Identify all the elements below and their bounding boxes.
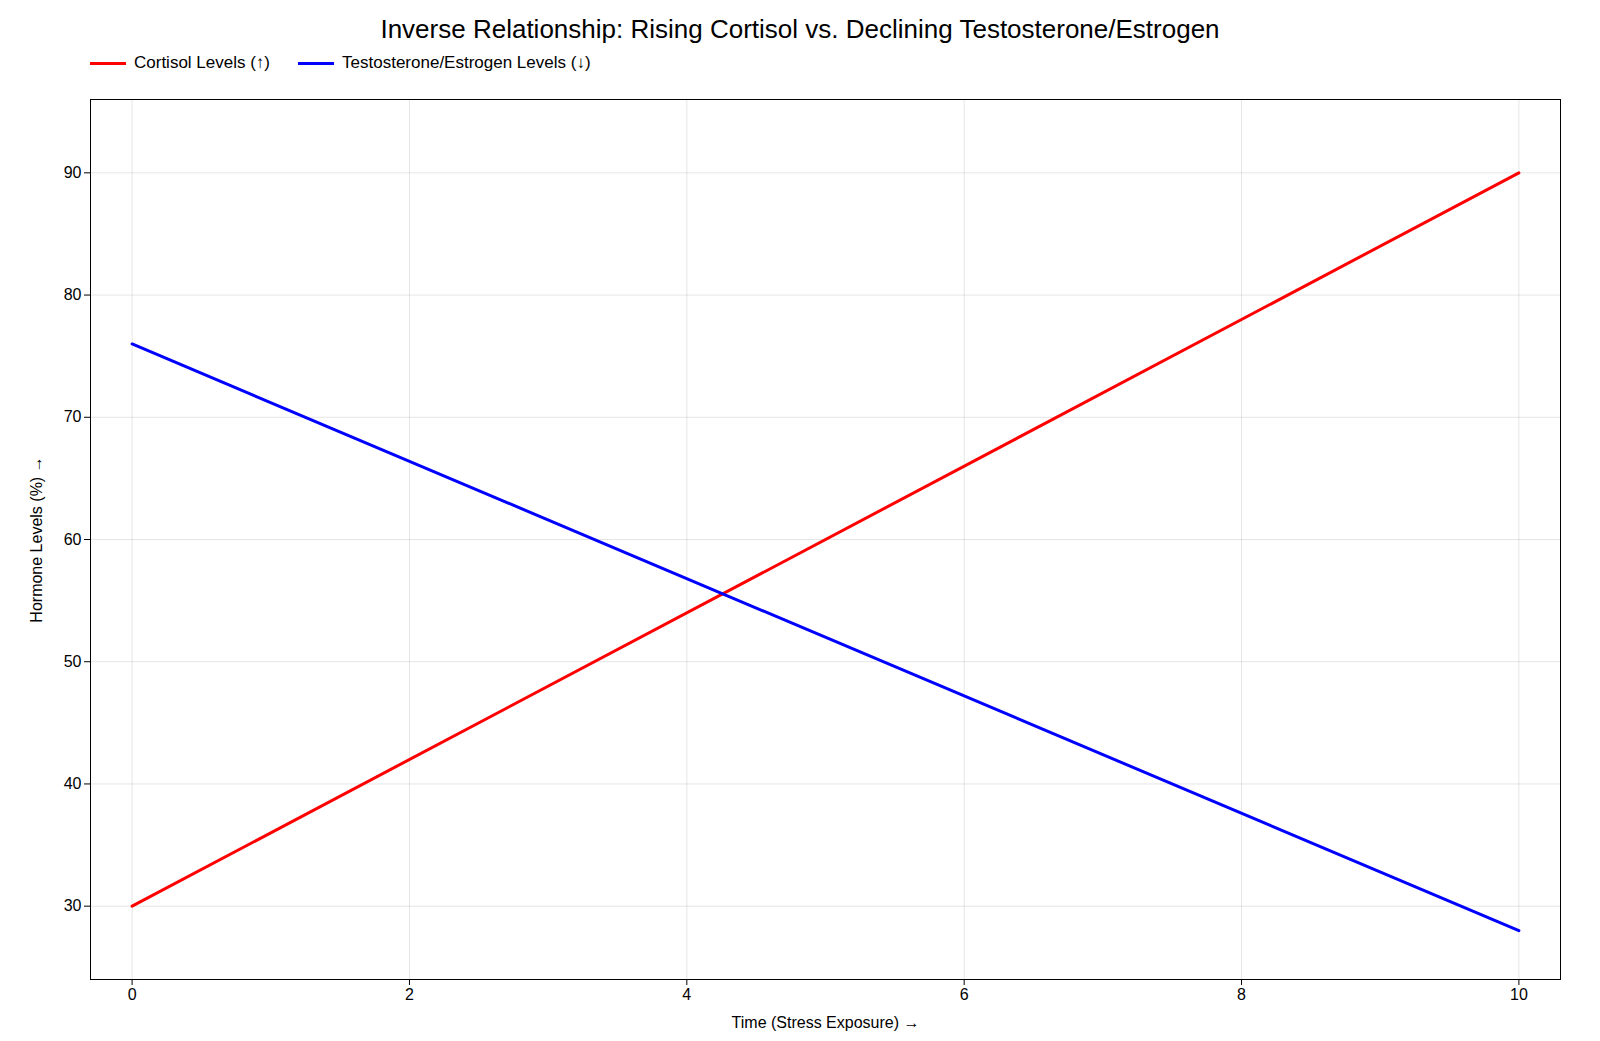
svg-text:Time (Stress Exposure) →: Time (Stress Exposure) → — [732, 1014, 920, 1031]
svg-text:2: 2 — [405, 986, 414, 1003]
html-text:Inverse Relationship: Rising C: Inverse Relationship: Rising Cortisol vs… — [380, 14, 1220, 44]
svg-text:4: 4 — [682, 986, 691, 1003]
svg-text:Hormone Levels (%) →: Hormone Levels (%) → — [28, 456, 45, 622]
svg-text:50: 50 — [64, 653, 82, 670]
svg-text:8: 8 — [1237, 986, 1246, 1003]
svg-text:30: 30 — [64, 897, 82, 914]
svg-text:0: 0 — [128, 986, 137, 1003]
svg-text:80: 80 — [64, 286, 82, 303]
svg-text:10: 10 — [1510, 986, 1528, 1003]
svg-text:70: 70 — [64, 408, 82, 425]
html-text:Testosterone/Estrogen Levels (: Testosterone/Estrogen Levels (↓) — [342, 53, 591, 72]
svg-text:40: 40 — [64, 775, 82, 792]
svg-text:6: 6 — [960, 986, 969, 1003]
svg-text:90: 90 — [64, 164, 82, 181]
svg-text:60: 60 — [64, 531, 82, 548]
html-text:Cortisol Levels (↑): Cortisol Levels (↑) — [134, 53, 270, 72]
